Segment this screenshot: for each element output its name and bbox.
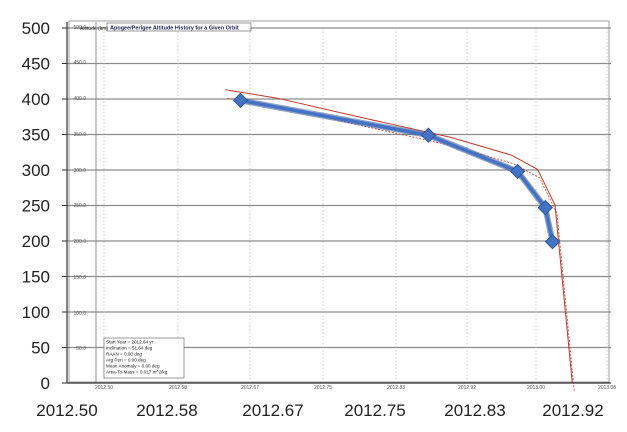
y-tick-label: 400 [22,90,50,109]
legend-line-inclination: Inclination = 51.64 deg [106,346,153,351]
inner-y-tick-label: 100.0 [73,311,86,317]
y-tick-label: 350 [22,126,50,145]
inner-plot-border [68,20,610,383]
y-tick-label: 250 [22,197,50,216]
x-tick-label: 2012.50 [36,401,97,420]
y-tick-label: 150 [22,268,50,287]
outer-series [232,92,561,250]
inner-x-tick-label: 2012.92 [458,385,476,391]
y-tick-label: 200 [22,232,50,251]
inner-title: Apogee/Perigee Altitude History for a Gi… [110,26,239,32]
inner-title-box [106,22,252,32]
y-tick-label: 300 [22,161,50,180]
inner-x-tick-label: 2012.83 [387,385,405,391]
inner-x-tick-label: 2013.00 [527,385,545,391]
y-tick-label: 100 [22,303,50,322]
inner-ticks: 500.0 450.0 400.0 350.0 300.0 250.0 200.0 150.0… [73,22,616,391]
data-point-marker [420,127,437,143]
inner-legend-box [103,337,185,379]
y-tick-label: 0 [41,374,50,393]
inner-y-tick-label: 200.0 [73,239,86,245]
x-tick-label: 2012.58 [136,401,197,420]
x-tick-label: 2012.75 [344,401,405,420]
inner-y-tick-label: 300.0 [73,168,86,174]
inner-x-tick-label: 2012.75 [314,385,332,391]
inner-x-tick-label: 2012.50 [95,385,113,391]
x-tick-label: 2012.83 [444,401,505,420]
data-point-marker [509,163,526,180]
x-tick-label: 2012.67 [242,401,303,420]
inner-legend: Start Year = 2012.64 yr Inclination = 51… [103,337,185,379]
legend-line-start-year: Start Year = 2012.64 yr [106,340,154,345]
inner-y-tick-label: 250.0 [73,203,86,209]
outer-grid [67,27,611,349]
inner-x-tick-label: 2012.58 [169,385,187,391]
data-point-marker [544,234,561,250]
inner-y-tick-label: 500.0 [73,25,86,31]
inner-apogee-curve [225,89,573,384]
legend-line-raan: RAAN = 0.00 deg [106,352,142,357]
y-tick-label: 500 [22,19,50,38]
data-point-marker [537,199,553,216]
y-tick-label: 450 [22,55,50,74]
inner-y-tick-label: 50.0 [76,346,86,352]
inner-y-tick-label: 150.0 [73,275,86,281]
legend-line-arg-peri: Arg Peri = 0.00 deg [106,358,146,363]
inner-y-tick-label: 400.0 [73,96,86,102]
inner-x-tick-label: 2012.67 [241,385,259,391]
outer-axes: 0 50 100 150 200 250 300 350 400 450 500 2012.50 201… [22,19,611,420]
data-point-marker [232,92,249,109]
y-tick-label: 50 [31,339,50,358]
inner-y-tick-label: 450.0 [73,60,86,66]
inner-x-tick-label: 2013.08 [598,385,616,391]
inner-y-tick-label: 350.0 [73,132,86,138]
legend-line-mean-anomaly: Mean Anomaly = 0.00 deg [106,364,160,369]
x-tick-label: 2012.92 [542,401,603,420]
inner-y-axis-label: Altitude (km) [80,26,108,32]
legend-line-area-to-mass: Area-To-Mass = 0.017 m^2/kg [106,370,168,375]
